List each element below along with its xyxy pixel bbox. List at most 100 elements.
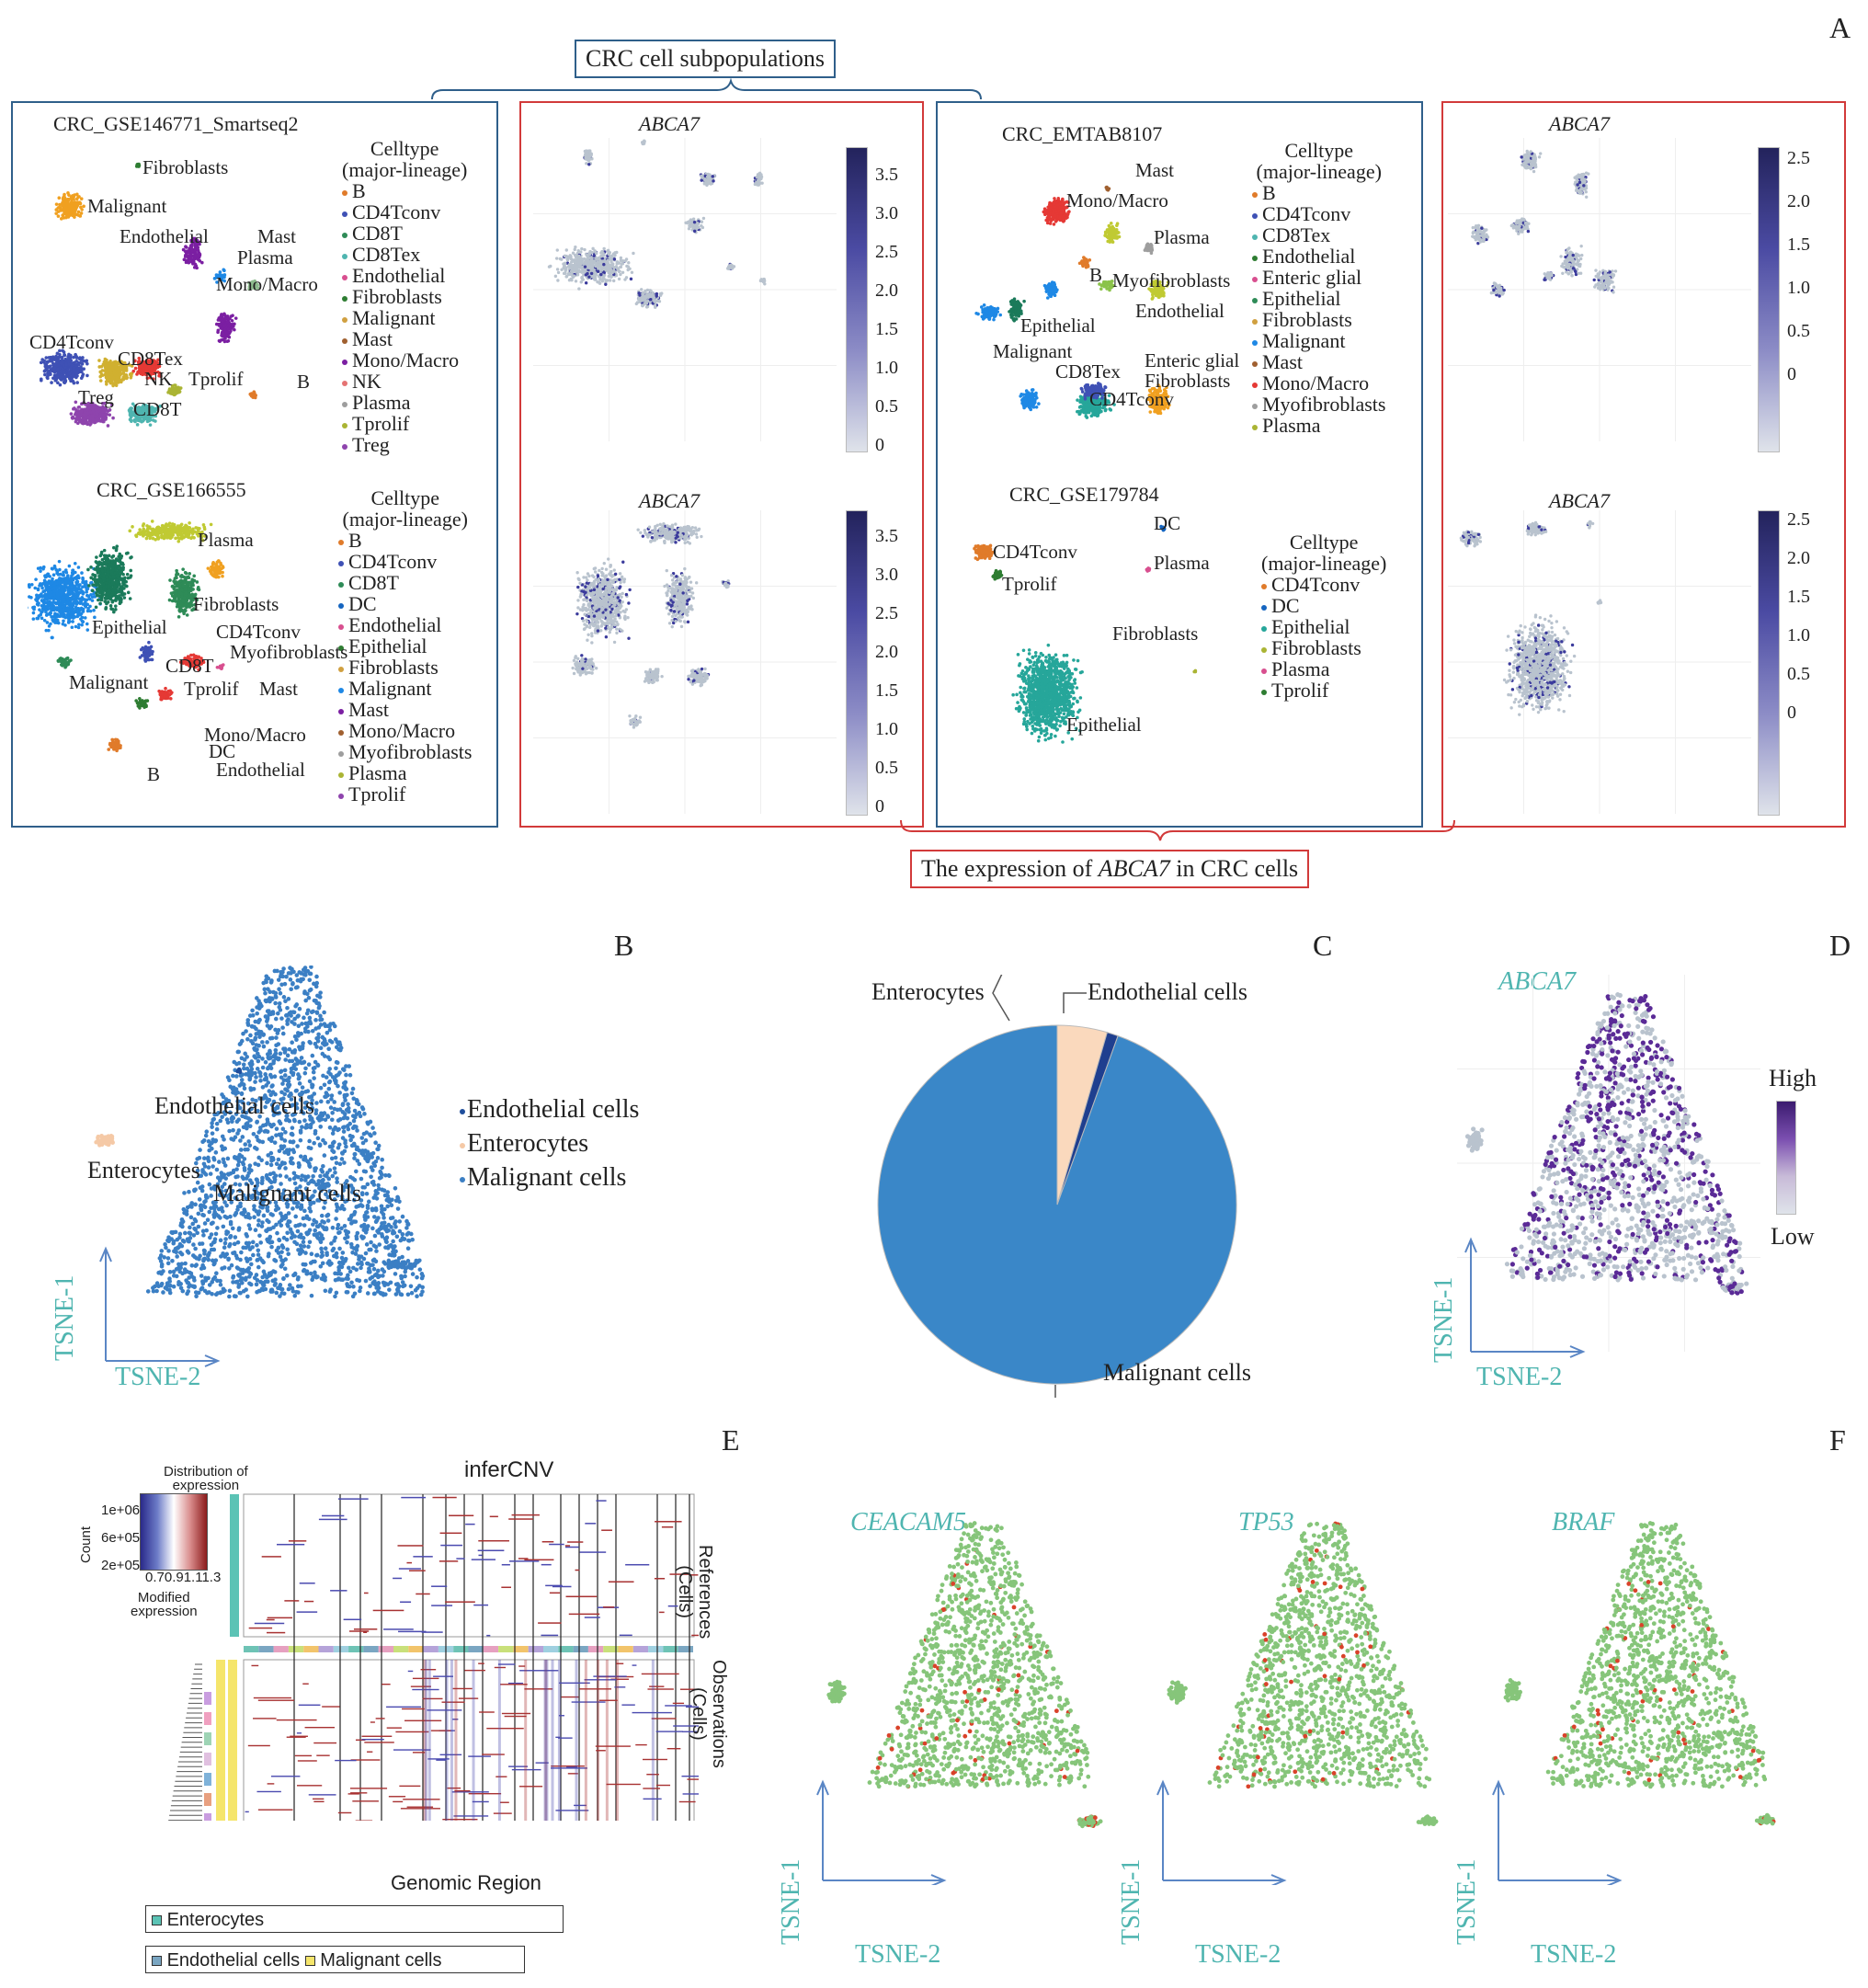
legend-dot <box>1252 234 1258 240</box>
legend-dot <box>338 623 344 630</box>
hist-title-1: Distribution of <box>164 1465 248 1479</box>
expr-cluster <box>628 714 643 729</box>
observations-1: Observations <box>709 1660 729 1768</box>
obs-area <box>243 1659 695 1821</box>
legend-item: Mast <box>338 699 472 720</box>
legend-dot <box>1261 604 1267 611</box>
legend-item: Fibroblasts <box>1252 309 1385 330</box>
legend-dot <box>1252 424 1258 430</box>
tick-label: 3.5 <box>875 527 898 545</box>
cluster-label: Mono/Macro <box>216 273 318 296</box>
legend-item: Epithelial <box>1261 616 1386 637</box>
legend-dot <box>338 793 344 799</box>
expr-cluster <box>636 521 703 545</box>
tick-label: 2.5 <box>875 604 898 623</box>
cluster <box>214 312 238 344</box>
b-label-endothelial: Endothelial cells <box>154 1092 314 1120</box>
dataset4-legend: Celltype (major-lineage) CD4Tconv DC Epith… <box>1261 531 1386 701</box>
pie-leader-line <box>1063 992 1087 1013</box>
e-legend-1: Enterocytes <box>145 1905 564 1933</box>
cluster-label: Endothelial <box>1135 300 1224 323</box>
cluster <box>1103 222 1122 244</box>
cluster-label: Plasma <box>1154 552 1210 575</box>
legend-title: Celltype <box>342 138 467 159</box>
legend-item: Fibroblasts <box>1261 637 1386 658</box>
dataset3-legend: Celltype (major-lineage) B CD4Tconv CD8Tex… <box>1252 140 1385 436</box>
legend-item: Mast <box>1252 351 1385 372</box>
expr-cluster <box>1509 217 1531 235</box>
legend-dot <box>1261 646 1267 653</box>
d-axis-x: TSNE-2 <box>1476 1363 1562 1392</box>
legend-dot <box>1252 382 1258 388</box>
cluster <box>215 663 225 670</box>
e-hist-title: Distribution of expression <box>164 1465 248 1492</box>
expr-cluster <box>575 557 632 645</box>
f-axis-y: TSNE-1 <box>1117 1859 1146 1945</box>
pie-leader-line <box>1054 1385 1056 1398</box>
expr-cluster <box>1543 270 1555 281</box>
legend-dot <box>1261 583 1267 589</box>
legend-item: CD8Tex <box>1252 224 1385 246</box>
cluster-label: Plasma <box>198 529 254 552</box>
cluster-label: CD4Tconv <box>29 331 114 354</box>
b-label-malignant: Malignant cells <box>213 1180 361 1207</box>
hist-ytick: 1e+06 <box>101 1497 140 1525</box>
f-tsne-3 <box>1492 1521 1776 1885</box>
cluster <box>157 686 174 702</box>
cluster <box>128 520 213 543</box>
cluster <box>107 737 122 753</box>
cluster <box>178 653 206 672</box>
legend-dot <box>1252 360 1258 367</box>
b-legend-dot <box>460 1142 465 1148</box>
tick-label: 0.5 <box>875 397 898 416</box>
cluster <box>1145 566 1152 573</box>
dataset2-name: CRC_GSE166555 <box>97 478 246 502</box>
hist-ytick: 6e+05 <box>101 1525 140 1552</box>
colorbar-3 <box>1758 147 1780 452</box>
observations-2: (Cells) <box>689 1660 709 1768</box>
legend-item: Epithelial <box>338 635 472 657</box>
legend-dot <box>338 666 344 672</box>
legend-dot <box>1252 276 1258 282</box>
legend-dot <box>338 645 344 651</box>
tick-label: 0 <box>1787 703 1796 722</box>
cluster <box>127 402 163 427</box>
gene-label-3: ABCA7 <box>1549 112 1610 136</box>
tsne-points <box>1504 992 1745 1283</box>
legend-dot <box>342 401 347 407</box>
legend-dot <box>338 729 344 736</box>
e-modified: Modified expression <box>131 1591 198 1618</box>
cluster <box>1147 279 1170 301</box>
expr-umap-1 <box>533 138 837 441</box>
dataset3-name: CRC_EMTAB8107 <box>1002 122 1162 146</box>
tsne-points <box>1545 1521 1768 1789</box>
cluster-label: Endothelial <box>120 225 209 248</box>
dataset4-name: CRC_GSE179784 <box>1009 483 1159 507</box>
cluster-label: Malignant <box>69 671 148 694</box>
panel-letter-b: B <box>614 929 633 963</box>
expr-cluster <box>725 262 736 270</box>
expr-umap-4 <box>1448 510 1751 814</box>
cluster-label: Tprolif <box>1002 573 1056 596</box>
expr-cluster <box>1596 599 1603 605</box>
tick-label: 2.0 <box>1787 192 1810 211</box>
e-xlabel: Genomic Region <box>391 1871 541 1895</box>
cluster-label: Tprolif <box>188 368 243 391</box>
tick-label: 0 <box>875 436 884 454</box>
legend-item: B <box>342 180 467 201</box>
f-gene-2: TP53 <box>1238 1508 1294 1537</box>
expr-umap-3 <box>1448 138 1751 441</box>
gene-label-4: ABCA7 <box>1549 489 1610 513</box>
bottom-caption: The expression of ABCA7 in CRC cells <box>910 850 1310 888</box>
legend-dot <box>338 560 344 566</box>
legend-item: CD4Tconv <box>342 201 467 223</box>
tick-label: 1.5 <box>1787 235 1810 254</box>
cluster <box>206 559 225 579</box>
tick-label: 2.5 <box>1787 149 1810 167</box>
caption-suffix: in CRC cells <box>1170 855 1298 882</box>
umap-dataset1 <box>39 162 260 428</box>
cluster <box>991 568 1004 581</box>
legend-dot <box>342 253 347 259</box>
f-axes <box>816 1779 947 1885</box>
cluster <box>248 390 257 400</box>
